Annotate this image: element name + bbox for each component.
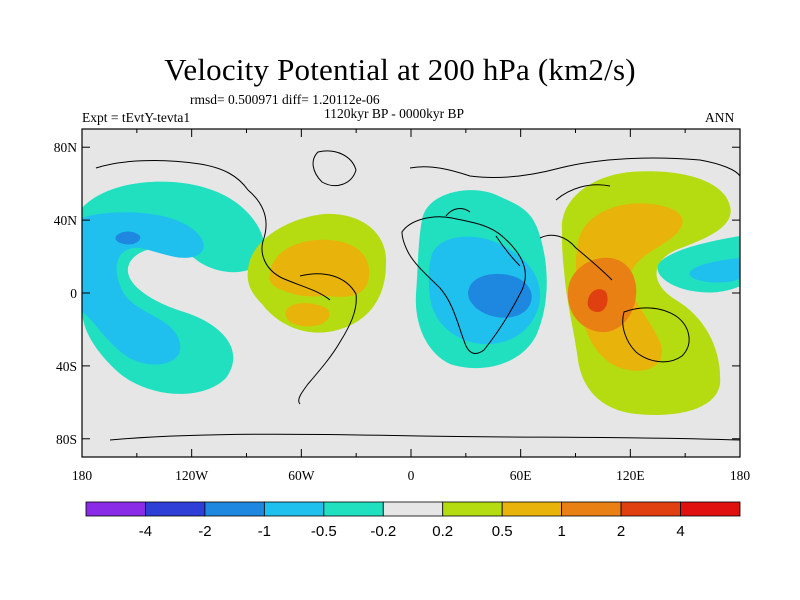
x-tick-label: 120W (175, 468, 208, 483)
contour-neg1-indian-ocean (468, 273, 532, 318)
colorbar-swatch (145, 501, 206, 517)
y-tick-label: 80N (54, 140, 78, 155)
colorbar-label: 0.5 (492, 523, 513, 540)
colorbar-label: 0.2 (432, 523, 453, 540)
y-tick-label: 80S (56, 432, 77, 447)
colorbar-swatch (442, 501, 503, 517)
colorbar-swatch (85, 501, 146, 517)
period-label: 1120kyr BP - 0000kyr BP (324, 106, 465, 121)
contour-pos05-south-atlantic (285, 303, 330, 327)
contour-pos2-maritime-continent (587, 289, 608, 312)
x-axis: 180 120W 60W 0 60E 120E 180 (72, 129, 751, 483)
x-tick-label: 180 (730, 468, 751, 483)
colorbar-label: 2 (617, 523, 625, 540)
y-tick-label: 0 (70, 286, 77, 301)
contour-neg1-east-pacific (115, 231, 141, 245)
x-tick-label: 60W (288, 468, 315, 483)
chart-title: Velocity Potential at 200 hPa (km2/s) (164, 52, 636, 87)
contour-neg05-east-pacific (82, 212, 204, 365)
colorbar-swatch (561, 501, 622, 517)
x-tick-label: 180 (72, 468, 93, 483)
y-axis: 80N 40N 0 40S 80S (54, 140, 740, 447)
colorbar-swatch (263, 501, 325, 517)
colorbar-label: -0.2 (370, 523, 396, 540)
colorbar-label: 1 (557, 523, 565, 540)
colorbar-label: -2 (198, 523, 211, 540)
colorbar-label: 4 (676, 523, 684, 540)
coastlines (95, 150, 740, 441)
contour-neg05-central-pacific (689, 258, 740, 283)
colorbar-swatch (382, 501, 444, 517)
colorbar-swatch (323, 501, 384, 517)
x-tick-label: 60E (510, 468, 532, 483)
colorbar-label: -0.5 (311, 523, 337, 540)
y-tick-label: 40N (54, 213, 78, 228)
colorbar-swatch (620, 501, 681, 517)
y-tick-label: 40S (56, 359, 77, 374)
x-tick-label: 0 (408, 468, 415, 483)
experiment-label: Expt = tEvtY-tevta1 (82, 110, 191, 125)
colorbar: -4 -2 -1 -0.5 -0.2 0.2 0.5 1 2 4 (85, 501, 741, 540)
colorbar-swatch (501, 501, 563, 517)
colorbar-label: -4 (139, 523, 152, 540)
season-label: ANN (705, 110, 735, 125)
colorbar-label: -1 (258, 523, 271, 540)
x-tick-label: 120E (616, 468, 645, 483)
colorbar-swatch (680, 501, 741, 517)
colorbar-swatch (204, 501, 265, 517)
stats-label: rmsd= 0.500971 diff= 1.20112e-06 (190, 92, 380, 107)
